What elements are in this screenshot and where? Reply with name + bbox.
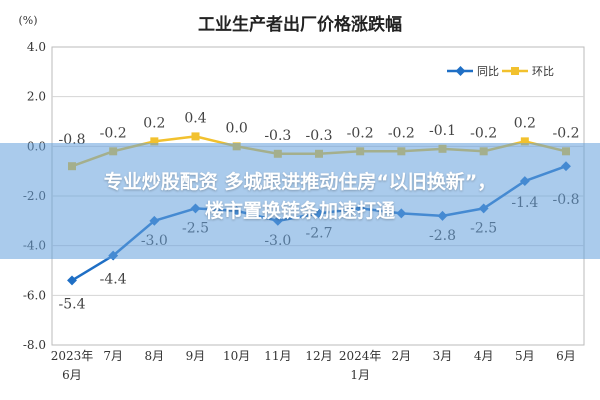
data-label: 0.2: [143, 115, 165, 131]
x-tick-label: 2024年: [339, 349, 382, 363]
data-label: -0.3: [306, 128, 333, 144]
data-label: -5.4: [59, 296, 86, 312]
y-tick-label: -8.0: [23, 338, 46, 352]
data-label: -0.2: [388, 125, 415, 141]
data-label: 0.2: [514, 115, 536, 131]
data-label: 0.0: [226, 120, 248, 136]
x-tick-label: 11月: [264, 349, 291, 363]
overlay-headline-line1: 专业炒股配资 多城跟进推动住房“以旧换新”，: [103, 171, 497, 193]
x-tick-label: 2023年: [51, 349, 94, 363]
x-tick-label: 7月: [103, 349, 123, 363]
overlay-headline-line2: 楼市置换链条加速打通: [204, 200, 395, 222]
data-label: -0.2: [347, 125, 374, 141]
x-tick-label: 6月: [556, 349, 576, 363]
data-label: 0.4: [184, 110, 206, 126]
mom-point: [520, 137, 529, 146]
y-tick-label: 4.0: [27, 40, 46, 54]
x-tick-label: 5月: [515, 349, 535, 363]
x-tick-label: 6月: [62, 368, 82, 382]
legend: 同比 环比: [447, 65, 554, 78]
mom-point: [150, 137, 159, 146]
x-axis: 2023年 6月 7月 8月 9月 10月 11月 12月 2024年 1月 2月 3月 4月 5月 6月: [51, 349, 576, 382]
x-tick-label: 12月: [305, 349, 332, 363]
data-label: -0.2: [553, 125, 580, 141]
data-label: -4.4: [100, 272, 127, 288]
data-label: -0.2: [470, 125, 497, 141]
y-tick-label: 2.0: [27, 90, 46, 104]
legend-marker: [511, 67, 519, 75]
x-tick-label: 2月: [392, 349, 412, 363]
overlay-banner: [0, 143, 600, 259]
x-tick-label: 1月: [350, 368, 370, 382]
x-tick-label: 3月: [433, 349, 453, 363]
y-tick-label: -6.0: [23, 288, 46, 302]
x-tick-label: 9月: [186, 349, 206, 363]
legend-label: 同比: [477, 65, 499, 78]
y-unit-label: (%): [18, 14, 37, 27]
overlay-headline[interactable]: 专业炒股配资 多城跟进推动住房“以旧换新”， 楼市置换链条加速打通: [0, 168, 600, 226]
legend-label: 环比: [532, 65, 554, 78]
x-tick-label: 8月: [145, 349, 165, 363]
chart-title: 工业生产者出厂价格涨跌幅: [198, 14, 402, 35]
mom-point: [191, 132, 200, 141]
x-tick-label: 10月: [223, 349, 250, 363]
data-label: -0.1: [429, 123, 456, 139]
data-label: -0.2: [100, 125, 127, 141]
x-tick-label: 4月: [474, 349, 494, 363]
data-label: -0.3: [264, 128, 291, 144]
legend-marker: [455, 66, 466, 76]
